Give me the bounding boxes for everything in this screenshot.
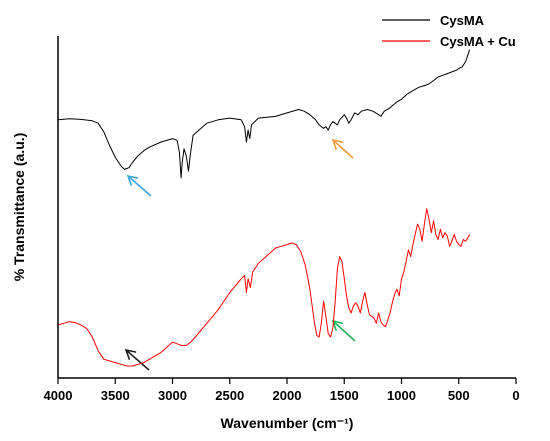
x-axis-ticks: 4000 3500 3000 2500 2000 1500 1000 500 0 [44, 378, 520, 403]
series-lines [57, 49, 471, 367]
x-tick-label: 3500 [101, 388, 130, 403]
arrow-shaft [127, 175, 152, 197]
x-tick-label: 0 [512, 388, 519, 403]
x-tick-label: 1000 [387, 388, 416, 403]
legend: CysMA CysMA + Cu [382, 13, 516, 49]
series-line-cysma [57, 49, 471, 179]
arrow-head [331, 138, 344, 150]
arrow-head [126, 174, 139, 186]
orange-arrow [331, 138, 354, 159]
arrow-shaft [332, 139, 354, 159]
legend-label: CysMA [440, 13, 485, 28]
x-tick-label: 500 [448, 388, 470, 403]
black-arrow [124, 348, 150, 371]
x-tick-label: 1500 [330, 388, 359, 403]
y-axis-title: % Transmittance (a.u.) [11, 133, 27, 282]
legend-label: CysMA + Cu [440, 34, 516, 49]
series-line-cysma-cu [57, 208, 471, 367]
x-tick-label: 4000 [44, 388, 73, 403]
x-tick-label: 2000 [273, 388, 302, 403]
green-arrow [331, 319, 356, 342]
blue-arrow [126, 174, 152, 197]
x-axis-title: Wavenumber (cm⁻¹) [221, 415, 354, 431]
arrow-shaft [332, 320, 356, 342]
arrow-shaft [125, 349, 150, 371]
arrow-head [124, 348, 137, 360]
annotation-arrows [124, 138, 356, 371]
axes [57, 36, 516, 379]
x-tick-label: 2500 [215, 388, 244, 403]
x-tick-label: 3000 [158, 388, 187, 403]
